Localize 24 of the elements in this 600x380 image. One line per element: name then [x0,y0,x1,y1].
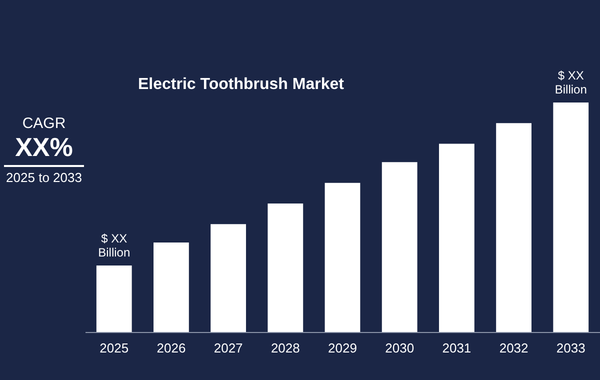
text: XX% [4,132,84,167]
x-tick-label: 2031 [442,340,472,356]
x-tick-label: 2027 [214,340,243,356]
text: CAGR [21,115,67,132]
annotation: $ XX Billion [98,231,130,260]
annotation: $ XX Billion [554,68,587,96]
bar [438,144,474,332]
chart-title: Electric Toothbrush Market [138,76,344,94]
x-tick-label: 2026 [156,340,186,356]
x-tick-label: 2025 [100,340,129,356]
x-tick-label: 2029 [328,340,357,356]
bar [496,123,532,332]
x-tick-label: 2030 [385,340,414,356]
x-tick-label: 2028 [270,340,300,356]
x-tick-label: 2032 [499,340,528,356]
bar [154,242,189,332]
x-tick-label: 2033 [556,340,586,356]
text: 2025 to 2033 [5,170,83,185]
bar [268,203,304,332]
bar [553,102,589,332]
bar [382,162,418,332]
bar [96,265,132,332]
bar [324,182,360,332]
bar [210,224,246,332]
